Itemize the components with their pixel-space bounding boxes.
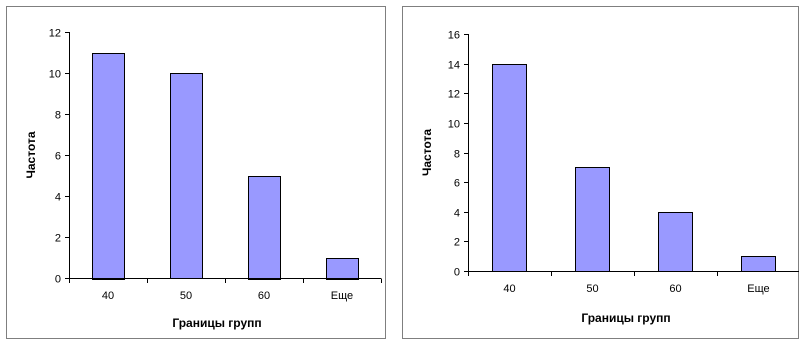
y-tick-label: 12	[448, 89, 460, 101]
y-tick-label: 8	[454, 149, 460, 161]
bar-40	[92, 53, 125, 280]
y-tick-label: 10	[448, 119, 460, 131]
bar-50	[575, 167, 610, 272]
x-tick-label: 40	[102, 290, 114, 302]
x-tick-label: 50	[180, 290, 192, 302]
bar-Еще	[741, 256, 776, 272]
histogram-chart-right: 0 2 4 6 8 10 12 14 16 40 50 60 Еще Границы групп Часто…	[402, 6, 799, 339]
y-axis-title: Частота	[24, 131, 38, 178]
x-tick-label: 50	[586, 283, 598, 295]
bar-50	[170, 73, 203, 279]
x-axis-title: Границы групп	[581, 311, 670, 325]
chart-right-plot: 0 2 4 6 8 10 12 14 16 40 50 60 Еще Границы групп Часто…	[420, 30, 799, 325]
x-tick-label: 40	[503, 283, 515, 295]
y-tick-label: 6	[55, 151, 61, 163]
chart-left-plot: 0 2 4 6 8 10 12 40 50 60 Еще Границы групп Частота	[24, 28, 382, 330]
y-tick-label: 12	[49, 28, 61, 40]
bar-60	[658, 212, 693, 272]
y-tick-label: 14	[448, 60, 460, 72]
y-axis-title: Частота	[420, 129, 434, 176]
y-tick-label: 10	[49, 69, 61, 81]
bar-60	[248, 176, 281, 280]
y-tick-label: 4	[454, 208, 460, 220]
y-tick-label: 16	[448, 30, 460, 42]
x-tick-label: 60	[669, 283, 681, 295]
x-tick-label: 60	[258, 290, 270, 302]
y-tick-label: 0	[454, 267, 460, 279]
y-tick-label: 8	[55, 110, 61, 122]
x-tick-label: Еще	[331, 290, 353, 302]
bar-40	[492, 64, 527, 272]
x-tick-label: Еще	[747, 283, 769, 295]
bar-Еще	[326, 258, 359, 280]
y-tick-label: 6	[454, 178, 460, 190]
histogram-chart-left: 0 2 4 6 8 10 12 40 50 60 Еще Границы групп Частота	[6, 6, 386, 339]
x-axis-title: Границы групп	[172, 316, 261, 330]
y-tick-label: 2	[454, 237, 460, 249]
y-tick-label: 2	[55, 233, 61, 245]
y-tick-label: 0	[55, 274, 61, 286]
y-tick-label: 4	[55, 192, 61, 204]
